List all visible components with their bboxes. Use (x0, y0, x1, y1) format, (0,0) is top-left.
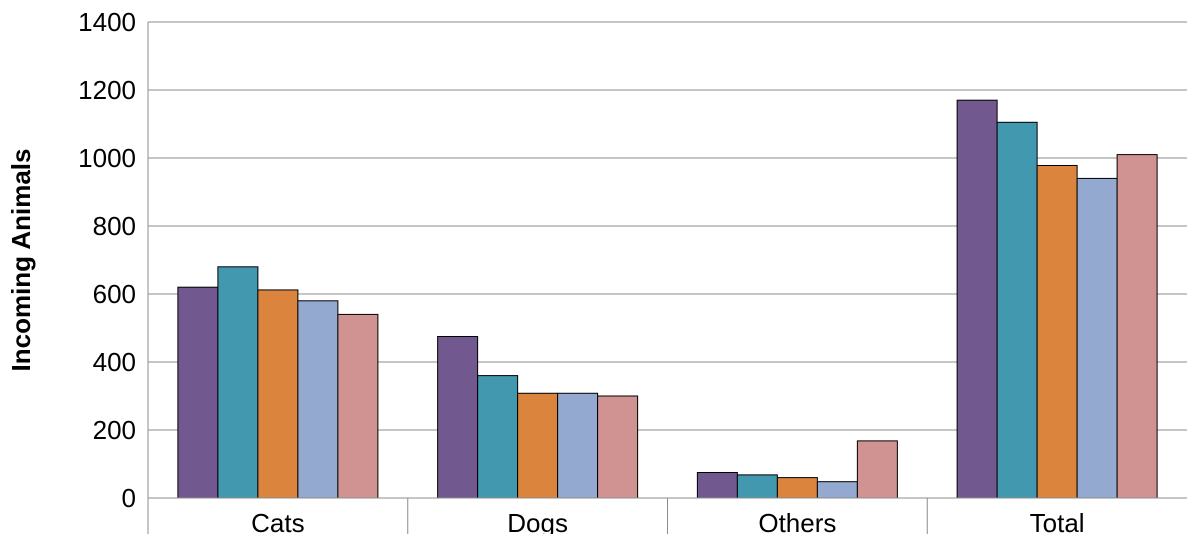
x-category-label: Others (758, 508, 836, 534)
x-category-label: Dogs (507, 508, 568, 534)
y-tick-label: 600 (93, 279, 136, 309)
x-category-label: Cats (251, 508, 304, 534)
bar (736, 474, 778, 499)
bar (557, 392, 599, 499)
bar (217, 266, 259, 499)
bar (1036, 164, 1078, 499)
bar (257, 289, 299, 499)
bar (177, 286, 219, 499)
y-tick-label: 1000 (78, 143, 136, 173)
labels: 0 200 400 600 800 1000 1200 1400 Cats Dogs Others T… (78, 7, 1085, 538)
bar (996, 121, 1038, 499)
bars (177, 99, 1158, 499)
bar (517, 392, 559, 499)
y-tick-label: 200 (93, 415, 136, 445)
y-tick-label: 0 (122, 483, 136, 513)
bar (696, 472, 738, 499)
bar (856, 440, 898, 499)
bar (956, 99, 998, 499)
bar (1116, 154, 1158, 499)
bar (477, 375, 519, 499)
bar (597, 395, 639, 499)
bar (1076, 177, 1118, 499)
bar (297, 300, 339, 499)
y-tick-label: 1200 (78, 75, 136, 105)
y-tick-label: 800 (93, 211, 136, 241)
y-axis-title: Incoming Animals (6, 149, 36, 372)
x-category-label: Total (1030, 508, 1085, 534)
bar (816, 481, 858, 499)
bar (337, 313, 379, 499)
axes (147, 22, 1187, 534)
bar (776, 477, 818, 499)
y-tick-label: 1400 (78, 7, 136, 37)
bar (437, 336, 479, 499)
y-tick-label: 400 (93, 347, 136, 377)
